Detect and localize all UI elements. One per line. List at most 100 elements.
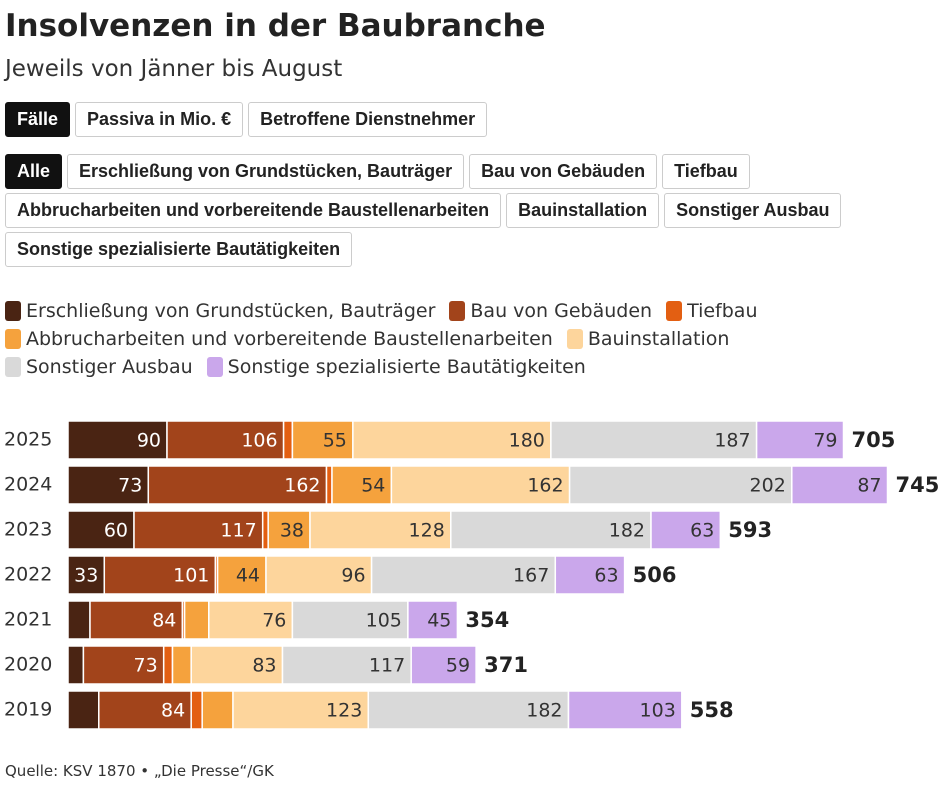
total-label: 593 [728, 518, 772, 542]
year-label: 2022 [4, 564, 52, 586]
value-label: 84 [161, 700, 185, 722]
value-label: 54 [361, 475, 385, 497]
value-label: 162 [284, 475, 320, 497]
bar-segment [282, 420, 294, 460]
filter-button[interactable]: Erschließung von Grundstücken, Bauträger [67, 154, 465, 189]
bar-segment [67, 690, 100, 730]
value-label: 167 [513, 565, 549, 587]
total-label: 558 [690, 698, 734, 722]
value-label: 182 [526, 700, 562, 722]
bar-segment [331, 465, 393, 505]
subtitle: Jeweils von Jänner bis August [5, 56, 343, 82]
value-label: 103 [640, 700, 676, 722]
bar-segment [367, 690, 570, 730]
legend-swatch [5, 301, 21, 321]
bar-segment [67, 420, 168, 460]
legend-swatch [666, 301, 683, 321]
legend-item: Sonstiger Ausbau [5, 356, 193, 378]
legend-label: Sonstiger Ausbau [26, 356, 193, 378]
value-label: 59 [446, 655, 470, 677]
bar-segment [232, 690, 370, 730]
filter-button[interactable]: Tiefbau [662, 154, 750, 189]
bar-segment [171, 645, 192, 685]
bar-segment [554, 555, 626, 595]
filter-button[interactable]: Bau von Gebäuden [469, 154, 658, 189]
year-label: 2021 [4, 609, 52, 631]
bar-segment [166, 420, 285, 460]
category-filters: Alle Erschließung von Grundstücken, Bautr… [5, 154, 935, 267]
filter-button[interactable]: Abbrucharbeiten und vorbereitende Bauste… [5, 193, 502, 228]
bar-segment [325, 465, 333, 505]
bar-segment [567, 690, 683, 730]
legend-swatch [206, 357, 223, 377]
legend-label: Bau von Gebäuden [470, 300, 653, 322]
value-label: 73 [118, 475, 142, 497]
value-label: 123 [326, 700, 362, 722]
filter-button[interactable]: Alle [5, 154, 63, 189]
bar-segment [281, 645, 412, 685]
value-label: 55 [323, 430, 347, 452]
value-label: 90 [137, 430, 161, 452]
source: Quelle: KSV 1870 • „Die Presse“/GK [5, 762, 274, 780]
metric-tabs: Fälle Passiva in Mio. € Betroffene Dienstn… [5, 102, 935, 137]
value-label: 44 [236, 565, 260, 587]
bar-segment [407, 600, 459, 640]
total-label: 506 [633, 563, 677, 587]
bar-segment [291, 420, 354, 460]
metric-tab[interactable]: Fälle [5, 102, 71, 137]
value-label: 79 [813, 430, 837, 452]
metric-tab[interactable]: Betroffene Dienstnehmer [248, 102, 488, 137]
legend-label: Abbrucharbeiten und vorbereitende Bauste… [26, 328, 553, 350]
bar-segment [147, 465, 328, 505]
legend-label: Bauinstallation [587, 328, 730, 350]
bar-segment [261, 510, 269, 550]
value-label: 105 [366, 610, 402, 632]
total-label: 745 [896, 473, 940, 497]
value-label: 117 [220, 520, 256, 542]
legend-item: Erschließung von Grundstücken, Bauträger [5, 300, 435, 322]
value-label: 128 [409, 520, 445, 542]
value-label: 96 [341, 565, 365, 587]
year-label: 2024 [4, 474, 52, 496]
bar-segment [550, 420, 758, 460]
bar-segment [89, 600, 184, 640]
value-label: 101 [173, 565, 209, 587]
bar-segment [309, 510, 452, 550]
value-label: 73 [134, 655, 158, 677]
value-label: 84 [152, 610, 176, 632]
bar-segment [67, 465, 150, 505]
filter-button[interactable]: Sonstige spezialisierte Bautätigkeiten [5, 232, 353, 267]
value-label: 63 [690, 520, 714, 542]
bar-segment [208, 600, 294, 640]
bar-segment [67, 555, 106, 595]
value-label: 87 [857, 475, 881, 497]
legend-item: Tiefbau [666, 300, 758, 322]
bar-segment [103, 555, 217, 595]
value-label: 76 [262, 610, 286, 632]
year-label: 2020 [4, 654, 52, 676]
bar-segment [67, 600, 91, 640]
bar-segment [410, 645, 477, 685]
bar-segment [650, 510, 722, 550]
bar-segment [390, 465, 571, 505]
value-label: 45 [427, 610, 451, 632]
legend-item: Bau von Gebäuden [449, 300, 652, 322]
value-label: 83 [252, 655, 276, 677]
legend-swatch [5, 357, 21, 377]
filter-button[interactable]: Bauinstallation [506, 193, 660, 228]
filter-button[interactable]: Sonstiger Ausbau [664, 193, 842, 228]
legend-item: Sonstige spezialisierte Bautätigkeiten [206, 356, 586, 378]
legend-swatch [449, 301, 466, 321]
bar-segment [190, 690, 203, 730]
legend-swatch [566, 329, 583, 349]
value-label: 33 [74, 565, 98, 587]
total-label: 371 [484, 653, 528, 677]
bar-segment [791, 465, 889, 505]
legend: Erschließung von Grundstücken, Bauträger… [5, 300, 875, 378]
legend-swatch [5, 329, 21, 349]
metric-tab[interactable]: Passiva in Mio. € [75, 102, 244, 137]
bar-segment [98, 690, 192, 730]
value-label: 182 [609, 520, 645, 542]
title: Insolvenzen in der Baubranche [5, 8, 546, 44]
